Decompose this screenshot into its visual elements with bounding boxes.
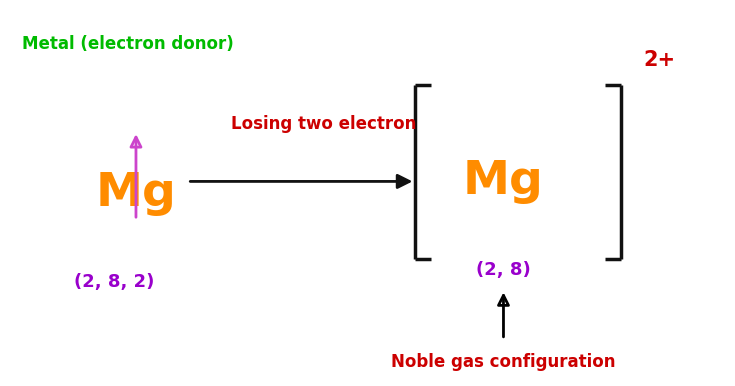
Text: (2, 8): (2, 8): [476, 261, 531, 279]
Text: Metal (electron donor): Metal (electron donor): [22, 35, 234, 53]
Text: Noble gas configuration: Noble gas configuration: [391, 352, 616, 371]
Text: Mg: Mg: [463, 159, 544, 204]
Text: Mg: Mg: [96, 171, 176, 215]
Text: 2+: 2+: [643, 50, 675, 70]
Text: (2, 8, 2): (2, 8, 2): [74, 273, 154, 291]
Text: Losing two electron: Losing two electron: [231, 115, 416, 132]
